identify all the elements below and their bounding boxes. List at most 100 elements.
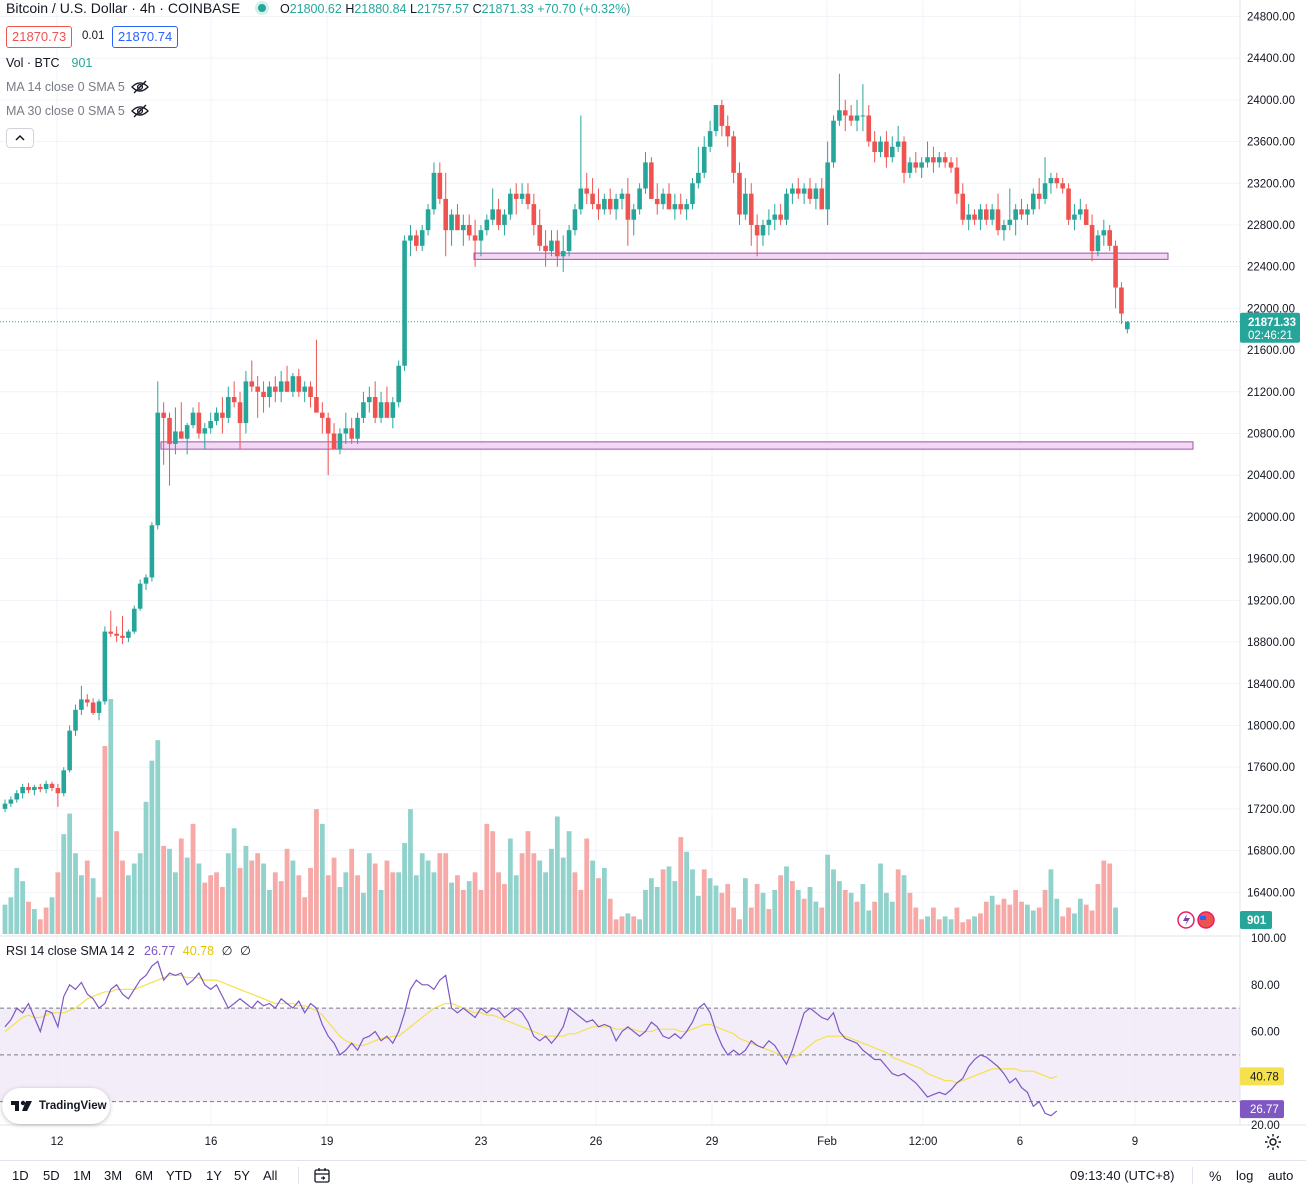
volume-bar [654, 887, 660, 934]
volume-bar [983, 901, 989, 934]
range-1d-button[interactable]: 1D [12, 1168, 29, 1183]
volume-bar [1001, 898, 1007, 934]
clock-readout[interactable]: 09:13:40 (UTC+8) [1070, 1168, 1175, 1183]
range-5d-button[interactable]: 5D [43, 1168, 60, 1183]
candle-body [390, 402, 396, 418]
candle [513, 183, 519, 215]
volume-bar [496, 872, 501, 934]
candle [801, 183, 807, 205]
volume-bar [690, 869, 695, 934]
volume-tag-label: 901 [1247, 915, 1267, 927]
volume-bar [760, 892, 766, 934]
candle-body [378, 402, 384, 418]
volume-bar [660, 869, 666, 934]
volume-bar [989, 895, 995, 934]
volume-bar [178, 838, 184, 934]
range-1m-button[interactable]: 1M [73, 1168, 92, 1183]
buy-price-button[interactable]: 21870.74 [112, 26, 179, 48]
volume-bar [607, 898, 613, 934]
candle [102, 626, 108, 705]
low-label: L [409, 2, 417, 16]
symbol-title[interactable]: Bitcoin / U.S. Dollar · 4h · COINBASE [6, 0, 241, 16]
candle [889, 136, 895, 163]
candle-body [748, 193, 754, 225]
range-ytd-button[interactable]: YTD [166, 1168, 192, 1183]
candle [654, 183, 660, 215]
volume-bar [349, 848, 355, 934]
candle-body [1078, 209, 1083, 215]
tradingview-logo[interactable]: TradingView [2, 1088, 110, 1124]
candle-body [936, 157, 942, 163]
ma30-legend[interactable]: MA 30 close 0 SMA 5 [6, 104, 149, 118]
candle-body [590, 193, 595, 205]
candle-body [437, 172, 443, 199]
candle-body [414, 235, 419, 246]
price-axis-label: 24800.00 [1247, 11, 1295, 23]
volume-bar [878, 863, 883, 934]
volume-bar [431, 872, 437, 934]
candle-body [584, 188, 590, 194]
log-scale-toggle[interactable]: log [1236, 1168, 1254, 1183]
volume-bar [795, 889, 801, 934]
price-axis-label: 18000.00 [1247, 720, 1295, 732]
candle-body [1066, 188, 1071, 220]
candle-body [995, 209, 1001, 231]
candle-body [513, 193, 519, 199]
volume-bar [1113, 907, 1118, 934]
candle-body [1042, 183, 1048, 199]
range-all-button[interactable]: All [263, 1168, 278, 1183]
candle-body [173, 431, 178, 444]
candle [960, 183, 966, 225]
candle-body [149, 525, 155, 578]
volume-bar [684, 851, 690, 934]
range-1y-button[interactable]: 1Y [206, 1168, 222, 1183]
price-axis-label: 24000.00 [1247, 95, 1295, 107]
candle [367, 386, 372, 413]
auto-scale-toggle[interactable]: auto [1268, 1168, 1294, 1183]
volume-bar [742, 878, 748, 934]
volume-legend[interactable]: Vol · BTC 901 [6, 56, 92, 70]
ma14-legend[interactable]: MA 14 close 0 SMA 5 [6, 80, 149, 94]
candle [631, 204, 637, 236]
volume-bar [895, 869, 901, 934]
candle-body [637, 188, 642, 210]
legend-row: Bitcoin / U.S. Dollar · 4h · COINBASE O2… [6, 0, 630, 16]
candle [854, 99, 860, 132]
candle [1019, 198, 1024, 220]
candle [643, 151, 648, 194]
ma14-label: MA 14 close 0 SMA 5 [6, 80, 125, 94]
volume-bar [267, 889, 272, 934]
candle-body [90, 702, 96, 713]
date-range-icon[interactable] [313, 1167, 331, 1184]
volume-bar [1013, 889, 1019, 934]
range-5y-button[interactable]: 5Y [234, 1168, 250, 1183]
candle-body [114, 633, 119, 636]
candle [1054, 172, 1060, 189]
candle [261, 381, 266, 413]
volume-bar [931, 907, 936, 934]
candle-body [872, 141, 877, 152]
volume-bar [695, 895, 701, 934]
candle [566, 224, 572, 257]
candle [707, 120, 713, 152]
rsi-legend[interactable]: RSI 14 close SMA 14 2 26.77 40.78 ∅ ∅ [6, 943, 251, 958]
candle-body [143, 577, 149, 584]
hidden-eye-icon[interactable] [130, 80, 149, 94]
range-6m-button[interactable]: 6M [135, 1168, 154, 1183]
range-3m-button[interactable]: 3M [104, 1168, 123, 1183]
candle-body [478, 230, 484, 241]
candle-body [978, 209, 983, 220]
candle [272, 376, 278, 403]
candle-body [1095, 235, 1101, 252]
hidden-eye-icon[interactable] [130, 104, 149, 118]
candle-body [613, 198, 619, 210]
sell-price-button[interactable]: 21870.73 [6, 26, 73, 48]
gear-icon[interactable] [1264, 1133, 1282, 1151]
collapse-legend-button[interactable] [6, 128, 34, 148]
volume-bar [502, 884, 507, 934]
candle-body [402, 240, 407, 366]
percent-scale-toggle[interactable]: % [1209, 1168, 1222, 1184]
volume-bar [578, 889, 584, 934]
volume-bar [337, 887, 343, 934]
